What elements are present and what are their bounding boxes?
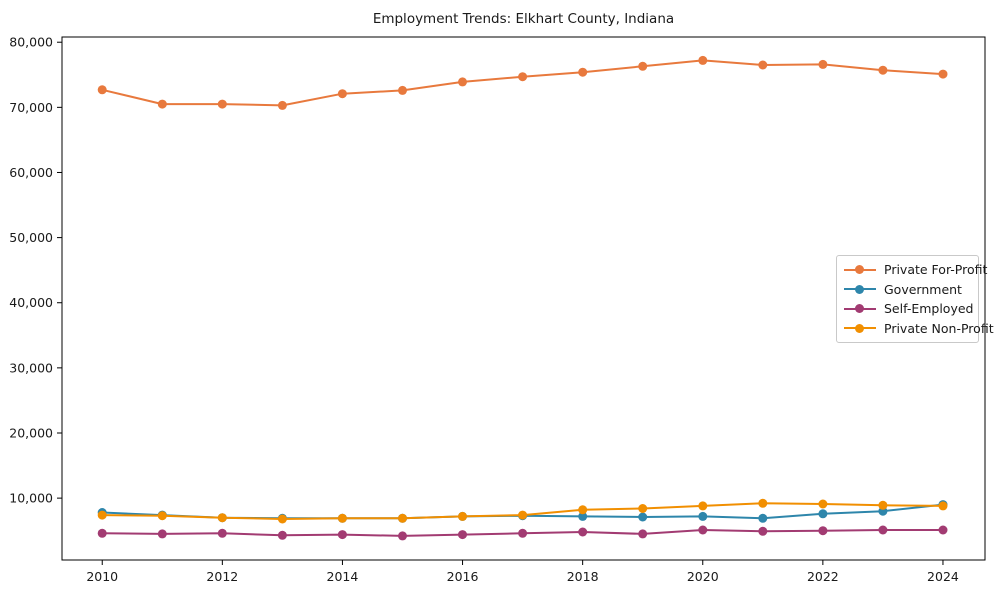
y-tick-label: 50,000 bbox=[9, 230, 53, 245]
data-point-self-employed-2012 bbox=[217, 528, 227, 538]
x-tick-label: 2010 bbox=[86, 569, 118, 584]
data-point-private-non-profit-2011 bbox=[157, 511, 167, 521]
x-tick-label: 2012 bbox=[206, 569, 238, 584]
y-tick-label: 40,000 bbox=[9, 295, 53, 310]
legend-marker-icon bbox=[844, 304, 876, 314]
data-point-private-for-profit-2010 bbox=[97, 85, 107, 95]
data-point-self-employed-2015 bbox=[398, 531, 407, 541]
data-point-private-for-profit-2022 bbox=[818, 59, 828, 69]
legend-item-private-for-profit: Private For-Profit bbox=[844, 260, 987, 280]
y-tick-label: 30,000 bbox=[9, 360, 53, 375]
x-tick-label: 2018 bbox=[567, 569, 599, 584]
legend-item-self-employed: Self-Employed bbox=[844, 299, 974, 319]
data-point-private-non-profit-2024 bbox=[938, 501, 948, 511]
data-point-private-non-profit-2019 bbox=[638, 504, 648, 513]
data-point-self-employed-2023 bbox=[878, 525, 888, 535]
data-point-self-employed-2019 bbox=[638, 529, 648, 539]
data-point-self-employed-2020 bbox=[698, 525, 708, 535]
data-point-private-for-profit-2024 bbox=[938, 69, 948, 79]
data-point-self-employed-2022 bbox=[818, 526, 828, 536]
legend-label: Private Non-Profit bbox=[884, 320, 994, 336]
data-point-self-employed-2017 bbox=[518, 528, 528, 538]
data-point-private-for-profit-2011 bbox=[157, 99, 167, 109]
legend-item-private-non-profit: Private Non-Profit bbox=[844, 319, 994, 339]
legend-label: Private For-Profit bbox=[884, 262, 988, 278]
y-tick-label: 70,000 bbox=[9, 100, 53, 115]
data-point-private-for-profit-2021 bbox=[758, 60, 768, 70]
data-point-private-for-profit-2023 bbox=[878, 65, 888, 75]
data-point-self-employed-2011 bbox=[157, 529, 167, 539]
data-point-private-non-profit-2012 bbox=[217, 513, 227, 523]
y-tick-label: 20,000 bbox=[9, 425, 53, 440]
legend-marker-icon bbox=[844, 284, 876, 294]
data-point-private-for-profit-2019 bbox=[638, 61, 648, 71]
legend-label: Self-Employed bbox=[884, 301, 974, 317]
data-point-private-for-profit-2020 bbox=[698, 55, 708, 65]
data-point-private-for-profit-2015 bbox=[398, 85, 407, 95]
x-tick-label: 2024 bbox=[927, 569, 959, 584]
data-point-private-non-profit-2017 bbox=[518, 510, 528, 520]
x-tick-label: 2016 bbox=[447, 569, 479, 584]
data-point-government-2022 bbox=[818, 509, 828, 519]
data-point-private-non-profit-2013 bbox=[277, 514, 287, 524]
data-point-private-non-profit-2014 bbox=[337, 513, 347, 523]
series-line-private-for-profit bbox=[101, 59, 944, 107]
x-tick-label: 2020 bbox=[687, 569, 719, 584]
x-tick-label: 2014 bbox=[327, 569, 359, 584]
data-point-private-non-profit-2023 bbox=[878, 500, 888, 510]
y-tick-label: 60,000 bbox=[9, 165, 53, 180]
x-tick-label: 2022 bbox=[807, 569, 839, 584]
y-tick-label: 80,000 bbox=[9, 35, 53, 50]
data-point-private-for-profit-2014 bbox=[337, 89, 347, 99]
legend-item-government: Government bbox=[844, 280, 971, 300]
data-point-government-2019 bbox=[638, 512, 648, 522]
data-point-self-employed-2024 bbox=[938, 525, 948, 535]
legend-label: Government bbox=[884, 281, 962, 297]
data-point-self-employed-2018 bbox=[578, 527, 588, 537]
data-point-private-non-profit-2021 bbox=[758, 498, 768, 508]
data-point-self-employed-2014 bbox=[337, 530, 347, 540]
data-point-private-for-profit-2016 bbox=[458, 77, 467, 87]
data-point-private-non-profit-2016 bbox=[458, 511, 467, 521]
legend-marker-icon bbox=[844, 265, 876, 275]
legend: Private For-Profit Government Self-Employe… bbox=[836, 255, 994, 343]
data-point-government-2021 bbox=[758, 513, 768, 523]
plot-border bbox=[61, 36, 986, 561]
data-point-self-employed-2013 bbox=[277, 530, 287, 540]
data-point-self-employed-2016 bbox=[458, 530, 467, 540]
data-point-private-non-profit-2020 bbox=[698, 501, 708, 511]
data-point-private-non-profit-2010 bbox=[97, 510, 107, 520]
data-point-self-employed-2021 bbox=[758, 526, 768, 536]
data-point-private-for-profit-2017 bbox=[518, 72, 528, 82]
data-point-private-for-profit-2012 bbox=[217, 99, 227, 109]
data-point-private-for-profit-2018 bbox=[578, 67, 588, 77]
data-point-private-non-profit-2015 bbox=[398, 513, 407, 523]
data-point-private-non-profit-2018 bbox=[578, 505, 588, 515]
data-point-government-2018 bbox=[578, 511, 588, 521]
chart-title: Employment Trends: Elkhart County, India… bbox=[372, 11, 675, 27]
data-point-private-for-profit-2013 bbox=[277, 100, 287, 110]
data-point-self-employed-2010 bbox=[97, 528, 107, 538]
y-tick-label: 10,000 bbox=[9, 491, 53, 506]
data-point-private-non-profit-2022 bbox=[818, 499, 828, 509]
legend-marker-icon bbox=[844, 323, 876, 333]
data-point-government-2020 bbox=[698, 511, 708, 521]
